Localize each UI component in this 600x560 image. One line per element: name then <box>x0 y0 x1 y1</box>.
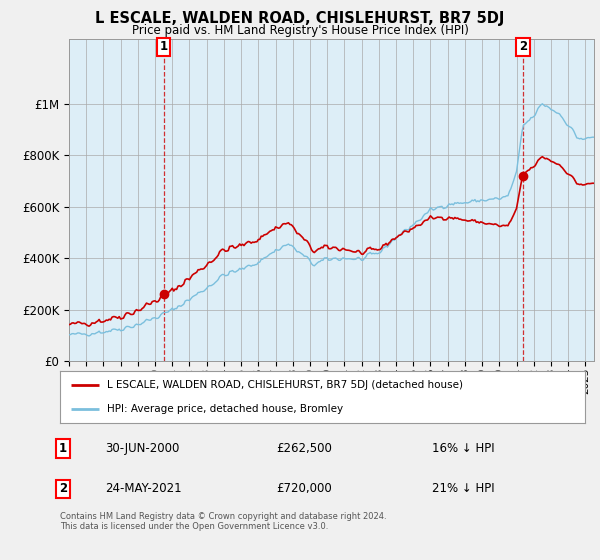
Text: HPI: Average price, detached house, Bromley: HPI: Average price, detached house, Brom… <box>107 404 343 414</box>
Text: L ESCALE, WALDEN ROAD, CHISLEHURST, BR7 5DJ: L ESCALE, WALDEN ROAD, CHISLEHURST, BR7 … <box>95 11 505 26</box>
Text: £720,000: £720,000 <box>276 482 332 496</box>
Text: 2: 2 <box>59 482 67 496</box>
Text: 16% ↓ HPI: 16% ↓ HPI <box>432 442 494 455</box>
Text: 1: 1 <box>160 40 168 53</box>
Text: Contains HM Land Registry data © Crown copyright and database right 2024.
This d: Contains HM Land Registry data © Crown c… <box>60 512 386 531</box>
Text: 1: 1 <box>59 442 67 455</box>
Text: Price paid vs. HM Land Registry's House Price Index (HPI): Price paid vs. HM Land Registry's House … <box>131 24 469 36</box>
Text: 2: 2 <box>519 40 527 53</box>
Text: 24-MAY-2021: 24-MAY-2021 <box>105 482 182 496</box>
Text: 21% ↓ HPI: 21% ↓ HPI <box>432 482 494 496</box>
Text: £262,500: £262,500 <box>276 442 332 455</box>
Text: L ESCALE, WALDEN ROAD, CHISLEHURST, BR7 5DJ (detached house): L ESCALE, WALDEN ROAD, CHISLEHURST, BR7 … <box>107 380 463 390</box>
Text: 30-JUN-2000: 30-JUN-2000 <box>105 442 179 455</box>
